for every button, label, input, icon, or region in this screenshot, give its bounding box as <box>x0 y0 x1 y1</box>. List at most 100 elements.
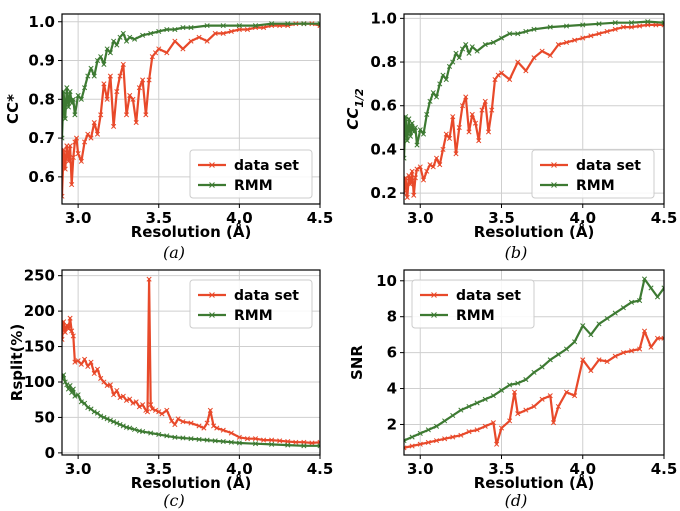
legend-label: RMM <box>234 308 273 324</box>
data-point-marker <box>596 321 602 327</box>
data-point-marker <box>120 30 126 36</box>
data-point-marker <box>459 46 466 52</box>
data-point-marker <box>172 434 178 440</box>
data-point-marker <box>404 445 407 451</box>
data-point-marker <box>417 441 423 447</box>
y-axis-label: SNR <box>348 345 366 380</box>
data-point-marker <box>285 21 291 27</box>
data-point-marker <box>437 81 443 87</box>
data-point-marker <box>612 26 618 32</box>
data-point-marker <box>515 31 521 37</box>
panel-caption: (c) <box>163 491 184 510</box>
data-point-marker <box>98 413 104 419</box>
data-point-marker <box>446 135 453 142</box>
y-tick-label: 150 <box>24 338 55 356</box>
data-point-marker <box>188 25 194 31</box>
data-point-marker <box>523 28 529 35</box>
x-tick-label: 3.5 <box>145 460 172 478</box>
x-tick-label: 3.0 <box>407 460 434 478</box>
data-point-marker <box>450 434 456 440</box>
data-point-marker <box>148 430 154 436</box>
data-point-marker <box>196 34 202 40</box>
x-tick-label: 4.5 <box>651 460 678 478</box>
data-point-marker <box>140 402 146 408</box>
data-point-marker <box>645 19 651 25</box>
series-line <box>404 330 664 449</box>
data-point-marker <box>277 438 283 444</box>
data-point-marker <box>523 68 529 74</box>
legend: data set RMM <box>189 279 313 329</box>
data-point-marker <box>427 98 433 104</box>
panel-caption: (b) <box>505 243 528 262</box>
data-point-marker <box>515 59 521 65</box>
data-point-marker <box>425 439 431 445</box>
data-point-marker <box>204 437 210 443</box>
data-point-marker <box>212 30 218 36</box>
panel-caption: (a) <box>163 243 185 262</box>
data-point-marker <box>515 411 521 417</box>
series-data-set <box>404 22 664 201</box>
data-point-marker <box>550 420 557 426</box>
panel-b: 3.0 3.5 4.0 4.5 0.2 0.4 0.6 0.8 1.0 Resolution (Å… <box>344 9 677 262</box>
data-point-marker <box>482 42 488 48</box>
data-point-marker <box>404 190 407 196</box>
legend-label: data set <box>234 158 299 174</box>
data-point-marker <box>114 420 120 426</box>
data-point-marker <box>317 21 320 27</box>
data-point-marker <box>127 34 133 40</box>
data-point-marker <box>498 425 505 431</box>
data-point-marker <box>188 38 194 44</box>
data-point-marker <box>252 436 259 442</box>
data-point-marker <box>78 158 84 164</box>
data-point-marker <box>164 433 170 439</box>
data-point-marker <box>111 392 117 398</box>
data-point-marker <box>620 350 626 356</box>
data-point-marker <box>64 322 70 328</box>
data-point-marker <box>654 335 661 341</box>
data-point-marker <box>204 23 210 29</box>
y-tick-label: 2 <box>387 415 397 433</box>
data-point-marker <box>65 326 72 332</box>
data-point-marker <box>180 419 186 425</box>
data-point-marker <box>466 129 472 135</box>
data-point-marker <box>440 146 446 152</box>
data-point-marker <box>466 50 472 56</box>
series-rmm <box>62 21 320 141</box>
series-rmm <box>404 19 664 161</box>
y-tick-label: 50 <box>34 408 55 426</box>
y-axis-label-main: SNR <box>348 345 366 380</box>
x-axis-label: Resolution (Å) <box>474 222 595 241</box>
data-point-marker <box>539 48 545 54</box>
data-point-marker <box>114 387 120 394</box>
data-point-marker <box>261 437 267 443</box>
x-tick-label: 4.0 <box>226 460 253 478</box>
series-line <box>404 20 664 159</box>
data-point-marker <box>220 30 226 36</box>
data-point-marker <box>648 344 654 350</box>
data-point-marker <box>70 386 76 392</box>
data-point-marker <box>433 94 440 100</box>
legend: data set RMM <box>531 149 655 199</box>
data-point-marker <box>244 436 250 442</box>
data-point-marker <box>156 409 162 415</box>
data-point-marker <box>596 31 602 37</box>
data-point-marker <box>117 73 123 79</box>
data-point-marker <box>91 409 97 415</box>
data-point-marker <box>485 129 492 135</box>
data-point-marker <box>127 396 133 402</box>
data-point-marker <box>104 416 110 422</box>
data-point-marker <box>172 26 178 33</box>
data-point-marker <box>474 48 480 54</box>
data-point-marker <box>91 120 97 126</box>
data-point-marker <box>563 23 570 29</box>
data-point-marker <box>539 364 545 370</box>
data-point-marker <box>531 403 537 410</box>
data-point-marker <box>214 425 220 431</box>
data-point-marker <box>596 21 602 27</box>
data-point-marker <box>85 73 91 79</box>
data-point-marker <box>406 173 412 179</box>
data-point-marker <box>494 441 500 447</box>
data-point-marker <box>547 52 553 59</box>
data-point-marker <box>466 403 472 410</box>
data-point-marker <box>458 407 464 413</box>
